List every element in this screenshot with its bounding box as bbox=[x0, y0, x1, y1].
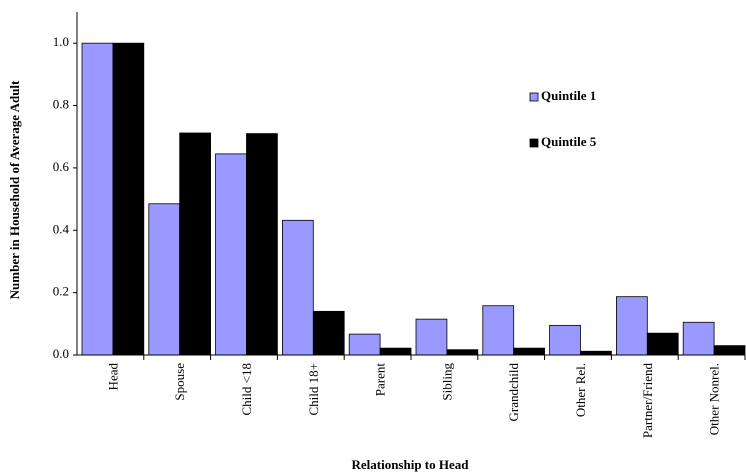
y-tick-label: 0.6 bbox=[53, 159, 70, 174]
x-tick-label: Partner/Friend bbox=[640, 363, 655, 439]
bar bbox=[682, 321, 715, 356]
legend-swatch bbox=[529, 92, 539, 102]
bar bbox=[446, 349, 479, 356]
legend-label: Quintile 1 bbox=[541, 88, 596, 103]
x-tick-label: Sibling bbox=[439, 363, 454, 401]
bar bbox=[246, 133, 278, 356]
y-tick-label: 0.4 bbox=[53, 221, 70, 236]
bar bbox=[81, 42, 114, 356]
x-tick-label: Head bbox=[105, 363, 120, 391]
bar bbox=[148, 203, 181, 356]
bar bbox=[482, 305, 515, 356]
bar bbox=[348, 333, 381, 356]
bar bbox=[312, 310, 345, 356]
x-tick-label: Grandchild bbox=[506, 363, 521, 422]
bar bbox=[215, 153, 247, 356]
y-tick-label: 0.8 bbox=[53, 97, 69, 112]
x-tick-label: Parent bbox=[373, 363, 388, 397]
x-axis-title: Relationship to Head bbox=[351, 457, 469, 472]
bar bbox=[616, 296, 648, 356]
bar bbox=[646, 332, 679, 356]
legend-label: Quintile 5 bbox=[541, 134, 597, 149]
x-tick-label: Other Nonrel. bbox=[707, 363, 722, 435]
bar bbox=[281, 219, 314, 356]
y-tick-label: 0.0 bbox=[53, 346, 69, 361]
bar bbox=[415, 318, 448, 356]
bar bbox=[513, 347, 546, 356]
x-tick-label: Other Rel. bbox=[573, 363, 588, 417]
legend-swatch bbox=[529, 138, 539, 148]
x-tick-label: Child <18 bbox=[239, 363, 254, 415]
bar bbox=[379, 347, 412, 356]
bar bbox=[179, 132, 211, 356]
x-tick-label: Spouse bbox=[172, 363, 187, 401]
bar bbox=[580, 350, 612, 356]
bar bbox=[713, 345, 746, 356]
y-tick-label: 1.0 bbox=[53, 34, 69, 49]
bar bbox=[549, 324, 581, 356]
bar bbox=[112, 42, 145, 356]
x-tick-label: Child 18+ bbox=[306, 363, 321, 415]
y-tick-label: 0.2 bbox=[53, 284, 69, 299]
y-axis-title: Number in Household of Average Adult bbox=[7, 80, 22, 299]
